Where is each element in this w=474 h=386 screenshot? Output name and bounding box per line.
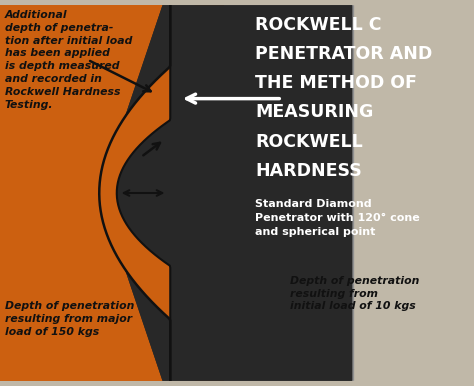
Text: HARDNESS: HARDNESS [255, 162, 362, 180]
Text: Depth of penetration
resulting from major
load of 150 kgs: Depth of penetration resulting from majo… [5, 301, 134, 337]
Polygon shape [0, 5, 94, 381]
Polygon shape [0, 5, 224, 381]
Text: PENETRATOR AND: PENETRATOR AND [255, 45, 432, 63]
Text: Depth of penetration
resulting from
initial load of 10 kgs: Depth of penetration resulting from init… [290, 276, 419, 311]
Text: ROCKWELL: ROCKWELL [255, 133, 363, 151]
Polygon shape [0, 5, 461, 381]
Text: ROCKWELL C: ROCKWELL C [255, 16, 382, 34]
Polygon shape [99, 5, 352, 381]
Polygon shape [99, 5, 170, 381]
Polygon shape [310, 5, 354, 381]
Polygon shape [99, 5, 170, 381]
Polygon shape [99, 5, 352, 381]
Polygon shape [99, 5, 216, 381]
Text: THE METHOD OF: THE METHOD OF [255, 74, 417, 92]
Text: Standard Diamond
Penetrator with 120° cone
and spherical point: Standard Diamond Penetrator with 120° co… [255, 199, 419, 237]
Text: MEASURING: MEASURING [255, 103, 374, 122]
Text: Additional
depth of penetra-
tion after initial load
has been applied
is depth m: Additional depth of penetra- tion after … [5, 10, 132, 110]
